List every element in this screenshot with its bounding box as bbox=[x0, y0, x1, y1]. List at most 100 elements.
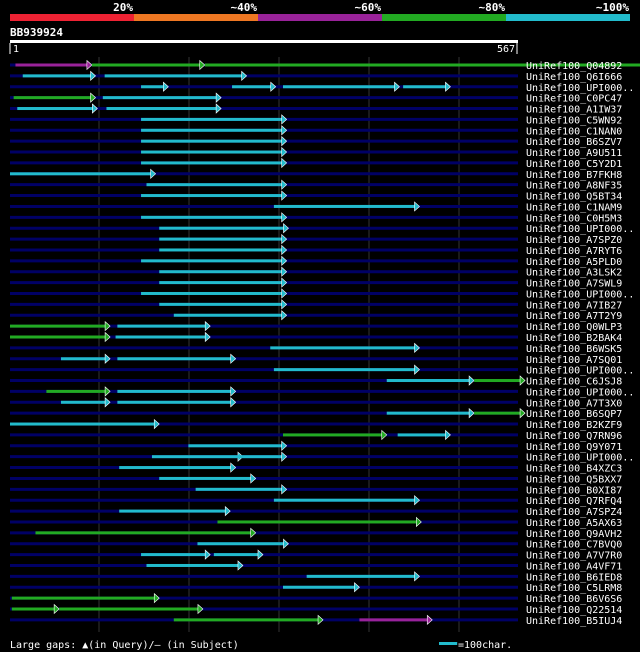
hit-row[interactable]: UniRef100_C5Y2D1 bbox=[10, 157, 622, 170]
hit-row[interactable]: UniRef100_Q22514 bbox=[10, 603, 622, 617]
hit-label[interactable]: UniRef100_C6JSJ8 bbox=[526, 377, 622, 388]
hit-row[interactable]: UniRef100_A1IW37 bbox=[10, 103, 622, 116]
hit-label[interactable]: UniRef100_B6WSK5 bbox=[526, 344, 622, 355]
hit-label[interactable]: UniRef100_C7BVQ0 bbox=[526, 540, 622, 551]
hit-label[interactable]: UniRef100_A7SPZ4 bbox=[526, 507, 622, 518]
hit-row[interactable]: UniRef100_A3LSK2 bbox=[10, 266, 622, 279]
hit-label[interactable]: UniRef100_C5WN92 bbox=[526, 115, 622, 126]
hit-label[interactable]: UniRef100_Q5BXX7 bbox=[526, 474, 622, 485]
hit-row[interactable]: UniRef100_A4VF71 bbox=[10, 560, 622, 573]
hit-label[interactable]: UniRef100_B7FKH8 bbox=[526, 170, 622, 181]
hit-row[interactable]: UniRef100_B4XZC3 bbox=[10, 462, 622, 475]
hit-row[interactable]: UniRef100_Q7RFQ4 bbox=[10, 495, 622, 508]
hit-label[interactable]: UniRef100_A8NF35 bbox=[526, 181, 622, 192]
hit-row[interactable]: UniRef100_A7RYT6 bbox=[10, 244, 622, 257]
hit-label[interactable]: UniRef100_B6SZV7 bbox=[526, 137, 622, 148]
hit-row[interactable]: UniRef100_UPI000.. bbox=[10, 386, 634, 399]
hit-label[interactable]: UniRef100_A7V7R0 bbox=[526, 551, 622, 562]
hit-label[interactable]: UniRef100_A7SQ01 bbox=[526, 355, 622, 366]
hit-label[interactable]: UniRef100_C0H5M3 bbox=[526, 213, 622, 224]
query-title[interactable]: BB939924 bbox=[10, 26, 63, 39]
hit-row[interactable]: UniRef100_B0XI87 bbox=[10, 484, 622, 497]
hit-row[interactable]: UniRef100_UPI000.. bbox=[10, 223, 634, 236]
hit-label[interactable]: UniRef100_B0XI87 bbox=[526, 485, 622, 496]
hit-label[interactable]: UniRef100_A7RYT6 bbox=[526, 246, 622, 257]
hit-label[interactable]: UniRef100_UPI000.. bbox=[526, 289, 634, 300]
hit-label[interactable]: UniRef100_B4XZC3 bbox=[526, 464, 622, 475]
hit-row[interactable]: UniRef100_B5IUJ4 bbox=[10, 614, 622, 627]
hit-row[interactable]: UniRef100_B6IED8 bbox=[10, 571, 622, 584]
hit-row[interactable]: UniRef100_A8NF35 bbox=[10, 179, 622, 192]
hit-label[interactable]: UniRef100_B6V6S6 bbox=[526, 594, 622, 605]
hit-label[interactable]: UniRef100_Q04892 bbox=[526, 61, 622, 72]
hit-label[interactable]: UniRef100_A3LSK2 bbox=[526, 268, 622, 279]
hit-row[interactable]: UniRef100_UPI000.. bbox=[10, 288, 634, 301]
hit-label[interactable]: UniRef100_A7IB27 bbox=[526, 300, 622, 311]
hit-row[interactable]: UniRef100_A7SQ01 bbox=[10, 353, 622, 366]
hit-row[interactable]: UniRef100_Q5BXX7 bbox=[10, 473, 622, 486]
hit-label[interactable]: UniRef100_A5AX63 bbox=[526, 518, 622, 529]
hit-row[interactable]: UniRef100_C0PC47 bbox=[10, 92, 622, 105]
hit-label[interactable]: UniRef100_A9U511 bbox=[526, 148, 622, 159]
hit-row[interactable]: UniRef100_Q6I666 bbox=[10, 70, 622, 83]
hit-label[interactable]: UniRef100_C5LRM8 bbox=[526, 583, 622, 594]
hit-row[interactable]: UniRef100_B2KZF9 bbox=[10, 418, 622, 432]
hit-label[interactable]: UniRef100_UPI000.. bbox=[526, 366, 634, 377]
hit-label[interactable]: UniRef100_UPI000.. bbox=[526, 387, 634, 398]
hit-row[interactable]: UniRef100_Q9Y071 bbox=[10, 440, 622, 453]
hit-label[interactable]: UniRef100_Q9AVH2 bbox=[526, 529, 622, 540]
hit-row[interactable]: UniRef100_Q5BT34 bbox=[10, 190, 622, 203]
hit-label[interactable]: UniRef100_C1NAM9 bbox=[526, 202, 622, 213]
hit-label[interactable]: UniRef100_A4VF71 bbox=[526, 561, 622, 572]
hit-label[interactable]: UniRef100_Q6I666 bbox=[526, 72, 622, 83]
hit-label[interactable]: UniRef100_C5Y2D1 bbox=[526, 159, 622, 170]
hit-row[interactable]: UniRef100_B6WSK5 bbox=[10, 342, 622, 355]
hit-row[interactable]: UniRef100_Q9AVH2 bbox=[10, 527, 622, 540]
hit-row[interactable]: UniRef100_Q7RN96 bbox=[10, 429, 622, 442]
hit-row[interactable]: UniRef100_A7V7R0 bbox=[10, 549, 622, 562]
hit-row[interactable]: UniRef100_B2BAK4 bbox=[10, 331, 622, 345]
hit-row[interactable]: UniRef100_C7BVQ0 bbox=[10, 538, 622, 551]
hit-label[interactable]: UniRef100_C1NAN0 bbox=[526, 126, 622, 137]
hit-label[interactable]: UniRef100_Q0WLP3 bbox=[526, 322, 622, 333]
hit-row[interactable]: UniRef100_A7SWL9 bbox=[10, 277, 622, 290]
hit-row[interactable]: UniRef100_Q04892 bbox=[10, 59, 640, 73]
hit-label[interactable]: UniRef100_A7T2Y9 bbox=[526, 311, 622, 322]
hit-row[interactable]: UniRef100_A9U511 bbox=[10, 146, 622, 160]
hit-row[interactable]: UniRef100_B6SZV7 bbox=[10, 135, 622, 149]
hit-row[interactable]: UniRef100_A7T3X0 bbox=[10, 397, 622, 410]
hit-label[interactable]: UniRef100_C0PC47 bbox=[526, 94, 622, 105]
hit-row[interactable]: UniRef100_C1NAM9 bbox=[10, 201, 622, 214]
hit-label[interactable]: UniRef100_A7T3X0 bbox=[526, 398, 622, 409]
hit-row[interactable]: UniRef100_A7SPZ0 bbox=[10, 233, 622, 247]
hit-row[interactable]: UniRef100_A7T2Y9 bbox=[10, 310, 622, 323]
hit-row[interactable]: UniRef100_UPI000.. bbox=[10, 364, 634, 377]
hit-label[interactable]: UniRef100_Q7RFQ4 bbox=[526, 496, 622, 507]
hit-label[interactable]: UniRef100_Q5BT34 bbox=[526, 192, 622, 203]
hit-label[interactable]: UniRef100_B5IUJ4 bbox=[526, 616, 622, 627]
hit-label[interactable]: UniRef100_A5PLD0 bbox=[526, 257, 622, 268]
hit-row[interactable]: UniRef100_A7SPZ4 bbox=[10, 505, 622, 519]
hit-label[interactable]: UniRef100_B2BAK4 bbox=[526, 333, 622, 344]
hit-row[interactable]: UniRef100_C5WN92 bbox=[10, 114, 622, 127]
hit-row[interactable]: UniRef100_C6JSJ8 bbox=[10, 375, 622, 388]
hit-label[interactable]: UniRef100_UPI000.. bbox=[526, 453, 634, 464]
hit-row[interactable]: UniRef100_B6V6S6 bbox=[10, 592, 622, 606]
hit-label[interactable]: UniRef100_A1IW37 bbox=[526, 105, 622, 116]
hit-label[interactable]: UniRef100_Q9Y071 bbox=[526, 442, 622, 453]
hit-label[interactable]: UniRef100_B2KZF9 bbox=[526, 420, 622, 431]
hit-row[interactable]: UniRef100_C1NAN0 bbox=[10, 125, 622, 138]
hit-row[interactable]: UniRef100_C5LRM8 bbox=[10, 582, 622, 595]
hit-row[interactable]: UniRef100_UPI000.. bbox=[10, 451, 634, 464]
hit-label[interactable]: UniRef100_A7SPZ0 bbox=[526, 235, 622, 246]
hit-row[interactable]: UniRef100_A5AX63 bbox=[10, 516, 622, 529]
hit-label[interactable]: UniRef100_Q7RN96 bbox=[526, 431, 622, 442]
hit-row[interactable]: UniRef100_C0H5M3 bbox=[10, 212, 622, 225]
hit-label[interactable]: UniRef100_Q22514 bbox=[526, 605, 622, 616]
hit-row[interactable]: UniRef100_B7FKH8 bbox=[10, 168, 622, 181]
hit-label[interactable]: UniRef100_A7SWL9 bbox=[526, 279, 622, 290]
hit-row[interactable]: UniRef100_Q0WLP3 bbox=[10, 320, 622, 334]
hit-row[interactable]: UniRef100_UPI000.. bbox=[10, 81, 634, 94]
hit-label[interactable]: UniRef100_B6IED8 bbox=[526, 572, 622, 583]
hit-row[interactable]: UniRef100_A5PLD0 bbox=[10, 255, 622, 268]
